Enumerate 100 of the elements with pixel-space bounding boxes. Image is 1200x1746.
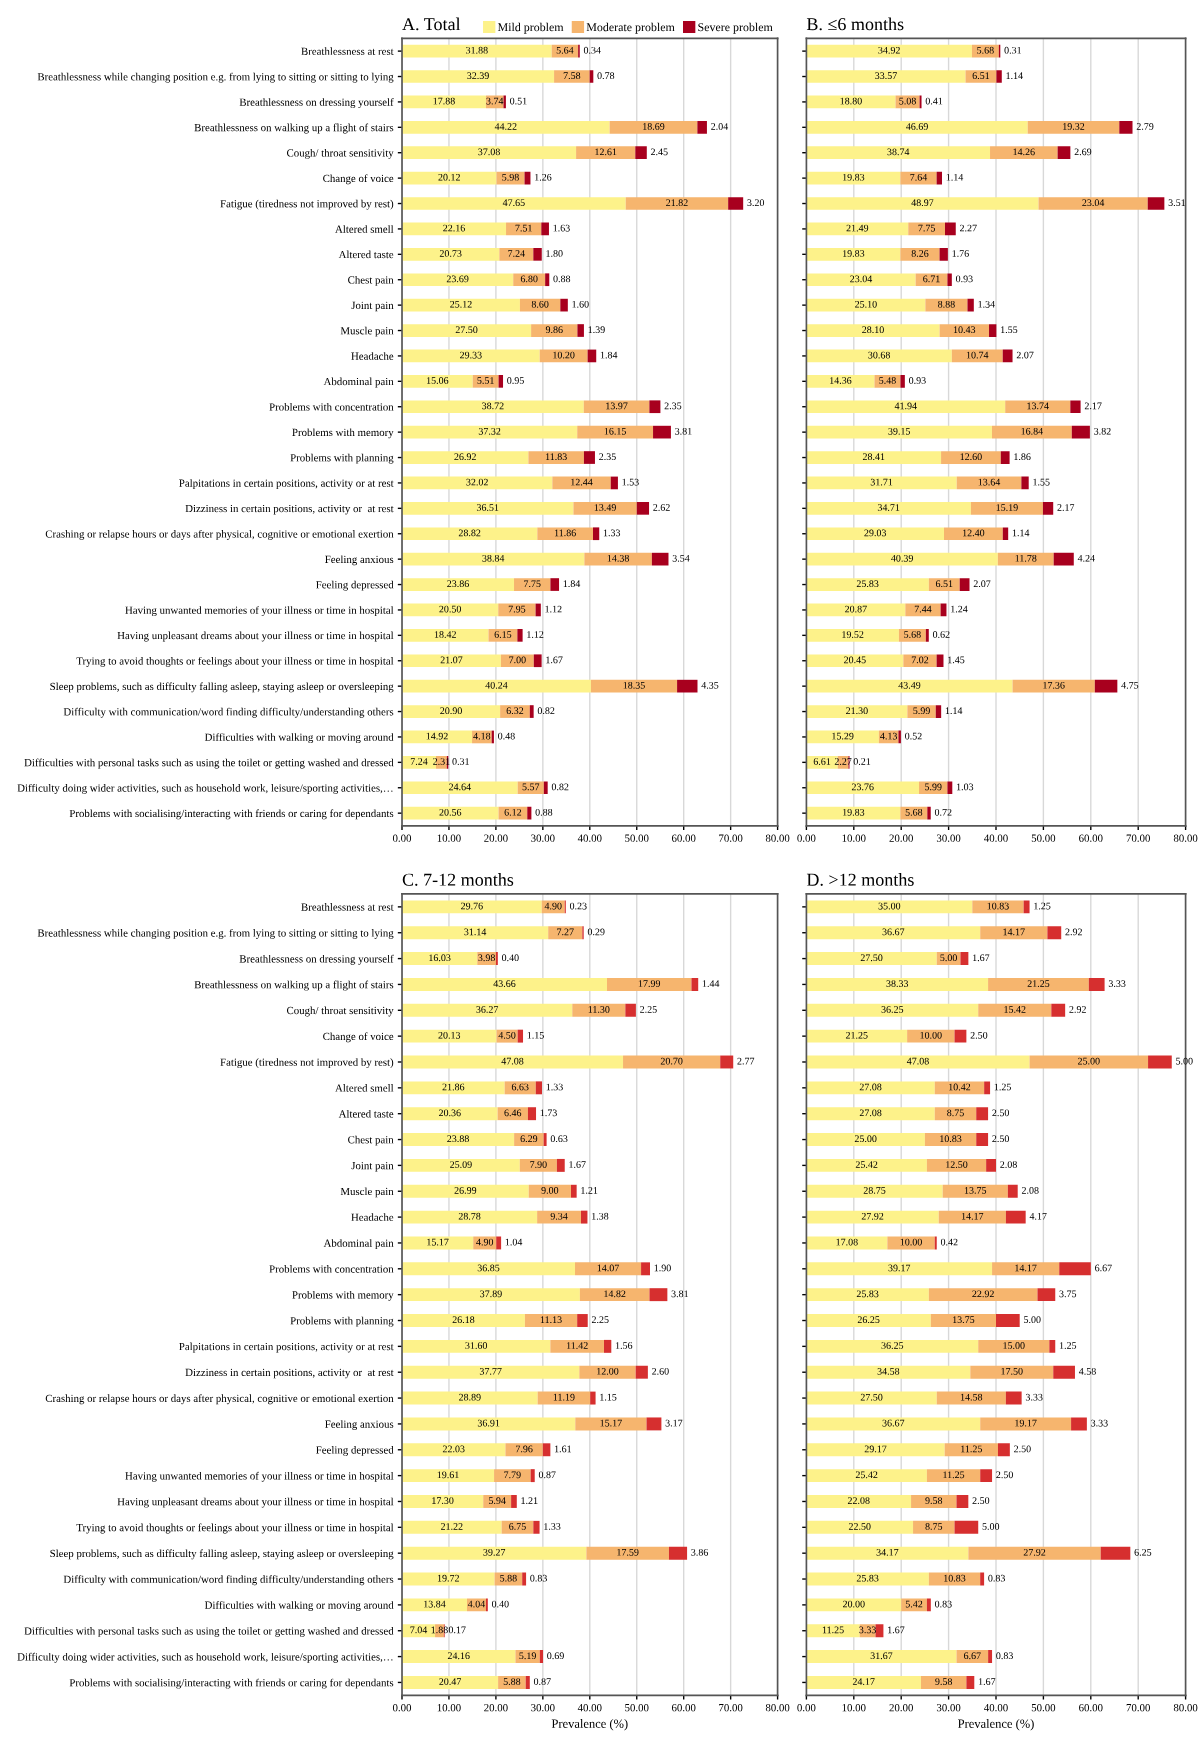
bar <box>806 806 901 820</box>
bar <box>691 977 699 991</box>
bar <box>590 1391 596 1405</box>
bar <box>967 298 974 312</box>
bar <box>806 1029 908 1043</box>
bar <box>402 1236 474 1250</box>
bar <box>583 400 650 414</box>
bar <box>806 1520 914 1534</box>
bar <box>1071 425 1090 439</box>
bar <box>402 425 578 439</box>
bar <box>939 247 948 261</box>
bar <box>806 95 896 109</box>
bar <box>1002 527 1009 541</box>
bar <box>978 1003 1052 1017</box>
bar <box>903 654 937 668</box>
bar <box>944 1443 998 1457</box>
bar <box>579 1288 650 1302</box>
bar <box>603 1339 612 1353</box>
bar <box>402 603 499 617</box>
bar <box>986 1158 996 1172</box>
bar <box>990 146 1058 160</box>
chart-title: D. >12 months <box>806 873 914 886</box>
bar <box>806 1469 927 1483</box>
bar <box>976 1107 989 1121</box>
bar <box>635 1365 648 1379</box>
bar <box>980 1417 1072 1431</box>
bar <box>806 1417 981 1431</box>
bar <box>577 1314 588 1327</box>
bar <box>887 1236 935 1250</box>
bar <box>402 1003 573 1017</box>
bar <box>641 1262 650 1276</box>
bar <box>806 298 926 312</box>
bar <box>609 120 698 134</box>
bar <box>1094 679 1118 693</box>
bar <box>402 1365 580 1379</box>
bar <box>572 1003 626 1017</box>
bar <box>541 900 565 914</box>
bar <box>402 1417 576 1431</box>
bar <box>550 1339 604 1353</box>
bar <box>402 1210 538 1224</box>
bar <box>402 1675 499 1689</box>
bar <box>936 1391 1006 1405</box>
bar <box>402 70 555 83</box>
bar <box>1029 1055 1149 1069</box>
bar <box>806 1365 971 1379</box>
bar <box>402 1339 551 1353</box>
bar <box>402 578 515 591</box>
bar <box>806 451 942 464</box>
bar <box>575 1417 647 1431</box>
bar <box>920 1675 967 1689</box>
bar <box>592 527 600 541</box>
bar <box>402 1391 538 1405</box>
bar <box>402 400 584 414</box>
bar <box>402 705 501 718</box>
bar <box>919 781 948 795</box>
bar <box>542 1443 551 1457</box>
chart-title: A. Total <box>402 17 461 31</box>
bar <box>911 1495 957 1508</box>
bar <box>900 247 940 261</box>
bar <box>576 146 636 160</box>
bar <box>806 374 875 388</box>
bar <box>951 349 1003 363</box>
bar <box>625 197 729 210</box>
bar <box>1027 120 1120 134</box>
bar <box>402 247 500 261</box>
bar <box>402 324 532 337</box>
bar <box>514 1133 544 1147</box>
bar <box>915 273 948 287</box>
bar <box>806 1572 929 1586</box>
bar <box>806 1495 912 1508</box>
bar <box>494 1469 531 1483</box>
bar <box>806 1339 979 1353</box>
bar <box>537 1391 591 1405</box>
bar <box>472 374 499 388</box>
bar <box>402 1158 520 1172</box>
bar <box>1005 400 1071 414</box>
bar <box>1012 679 1095 693</box>
bar <box>517 629 523 642</box>
bar <box>806 603 906 617</box>
bar <box>980 1469 993 1483</box>
bar <box>535 1081 542 1095</box>
bar <box>402 349 540 363</box>
bar <box>402 171 497 185</box>
bar <box>908 222 945 236</box>
bar <box>402 1598 467 1612</box>
bar <box>989 324 997 337</box>
bar <box>402 900 542 914</box>
bar <box>928 578 960 591</box>
bar <box>535 603 541 617</box>
chart-title: B. ≤6 months <box>806 17 904 31</box>
bar <box>1037 1288 1056 1302</box>
bar <box>505 1443 543 1457</box>
bar <box>552 476 611 490</box>
bar <box>938 1210 1006 1224</box>
bar <box>1007 1184 1018 1198</box>
bar <box>806 1650 957 1664</box>
bar <box>934 1107 977 1121</box>
bar <box>402 926 549 940</box>
bar <box>1088 977 1105 991</box>
bar <box>586 1546 669 1560</box>
